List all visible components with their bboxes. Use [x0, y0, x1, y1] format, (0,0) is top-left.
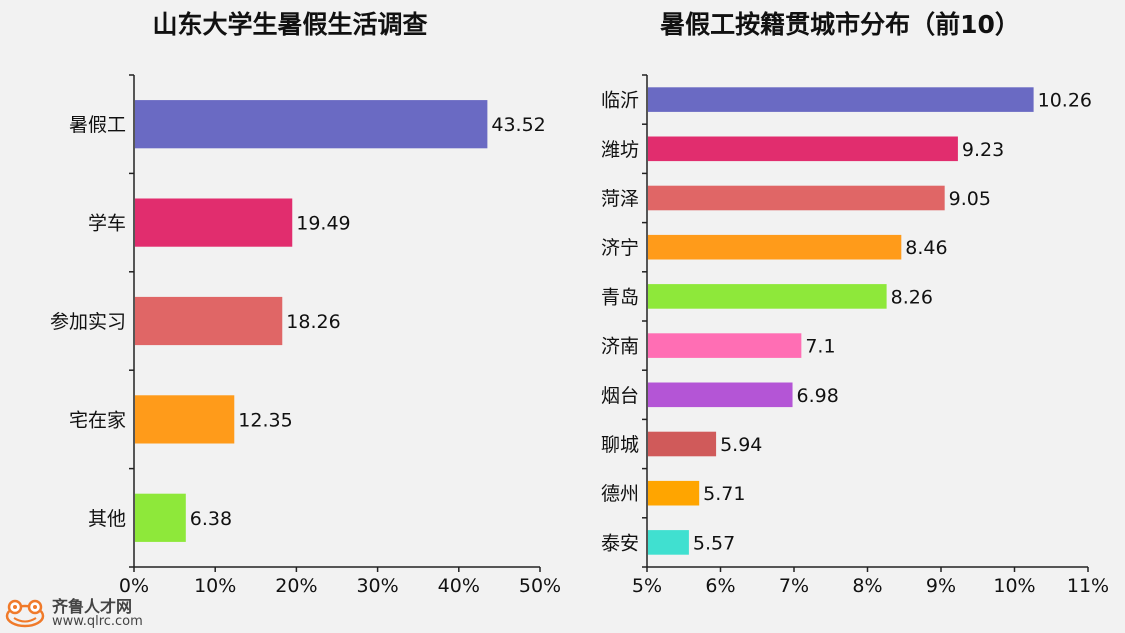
chart1-x-tick-label: 30%	[356, 575, 398, 597]
chart2-category-label: 菏泽	[601, 188, 639, 210]
watermark-name: 齐鲁人才网	[52, 596, 133, 616]
chart2-x-tick-label: 10%	[993, 575, 1035, 597]
chart1-data-label: 18.26	[286, 311, 340, 333]
chart2-category-label: 泰安	[601, 532, 639, 554]
chart1-category-label: 其他	[88, 508, 126, 530]
chart2-category-label: 青岛	[601, 286, 639, 308]
chart2-category-label: 德州	[601, 483, 639, 505]
chart2-bar-泰安	[648, 530, 689, 555]
chart2-data-label: 8.46	[905, 237, 947, 259]
chart1-x-tick-label: 10%	[194, 575, 236, 597]
watermark-url: www.qlrc.com	[52, 613, 143, 629]
chart2-bar-菏泽	[648, 185, 945, 211]
chart1-data-label: 6.38	[190, 508, 232, 530]
chart2-x-tick-label: 5%	[632, 575, 662, 597]
chart2-data-label: 5.71	[703, 483, 745, 505]
chart2-data-label: 6.98	[797, 385, 839, 407]
chart1-x-tick-label: 0%	[119, 575, 149, 597]
chart1-bar-参加实习	[135, 296, 283, 346]
chart2-bar-青岛	[648, 284, 887, 309]
chart2-title: 暑假工按籍贯城市分布（前10）	[660, 10, 1020, 39]
chart1-bar-学车	[135, 198, 293, 247]
chart2-category-label: 临沂	[601, 90, 639, 112]
chart1-category-label: 暑假工	[69, 114, 126, 136]
chart2-x-tick-label: 8%	[852, 575, 882, 597]
chart1-bar-宅在家	[135, 395, 235, 444]
chart2-x-tick-label: 7%	[779, 575, 809, 597]
chart1-category-label: 参加实习	[50, 311, 126, 333]
chart2-category-label: 济南	[601, 336, 639, 358]
chart1-x-tick-label: 40%	[438, 575, 480, 597]
chart1-title: 山东大学生暑假生活调查	[152, 10, 427, 39]
chart2-bar-潍坊	[648, 136, 958, 162]
chart2-category-label: 烟台	[601, 385, 639, 407]
chart2-bar-临沂	[648, 87, 1034, 112]
frog-logo-icon	[5, 599, 45, 628]
chart2-x-tick-label: 9%	[926, 575, 956, 597]
chart2-bar-聊城	[648, 431, 717, 457]
chart2-data-label: 9.05	[949, 188, 991, 210]
chart2-bar-烟台	[648, 382, 793, 408]
chart1-bar-暑假工	[135, 100, 488, 149]
chart1-x-tick-label: 20%	[275, 575, 317, 597]
chart1-bar-其他	[135, 493, 186, 542]
chart2-data-label: 8.26	[891, 286, 933, 308]
chart1-data-label: 12.35	[238, 409, 292, 431]
chart2-data-label: 10.26	[1038, 90, 1092, 112]
chart2-data-label: 7.1	[805, 336, 835, 358]
chart2-data-label: 5.57	[693, 532, 735, 554]
chart1-data-label: 19.49	[296, 213, 350, 235]
chart1-data-label: 43.52	[491, 114, 545, 136]
chart2-bar-德州	[648, 480, 700, 506]
chart2-data-label: 9.23	[962, 139, 1004, 161]
chart2-x-tick-label: 11%	[1067, 575, 1109, 597]
chart2-category-label: 济宁	[601, 237, 639, 259]
chart1-x-tick-label: 50%	[519, 575, 561, 597]
chart2-data-label: 5.94	[720, 434, 762, 456]
chart2-x-tick-label: 6%	[705, 575, 735, 597]
watermark-logo: 齐鲁人才网 www.qlrc.com	[4, 598, 143, 628]
chart2-bar-济南	[648, 333, 802, 358]
chart2-category-label: 聊城	[601, 434, 639, 456]
chart2-bar-济宁	[648, 234, 902, 260]
chart1-category-label: 宅在家	[69, 409, 126, 431]
chart1-category-label: 学车	[88, 213, 126, 235]
chart2-category-label: 潍坊	[601, 139, 639, 161]
